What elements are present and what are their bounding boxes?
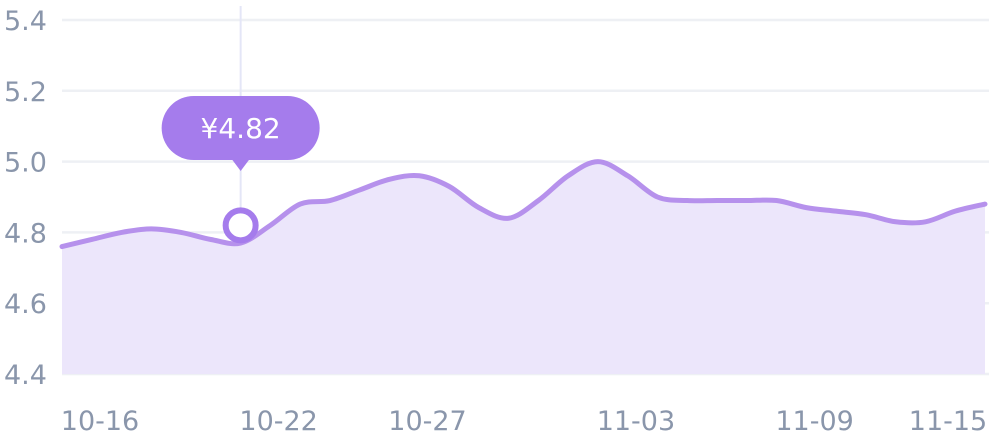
y-tick-label: 4.4 bbox=[4, 360, 47, 391]
y-tick-label: 4.8 bbox=[4, 218, 47, 249]
x-tick-label: 10-22 bbox=[239, 406, 317, 437]
x-axis-ticks: 10-16 10-22 10-27 11-03 11-09 11-15 bbox=[61, 406, 987, 437]
tooltip-pointer bbox=[231, 159, 250, 171]
x-tick-label: 10-16 bbox=[61, 406, 139, 437]
y-axis-ticks: 4.4 4.6 4.8 5.0 5.2 5.4 bbox=[4, 6, 47, 391]
y-tick-label: 5.4 bbox=[4, 6, 47, 37]
x-tick-label: 10-27 bbox=[388, 406, 466, 437]
y-tick-label: 5.0 bbox=[4, 148, 47, 179]
x-tick-label: 11-15 bbox=[909, 406, 987, 437]
y-tick-label: 5.2 bbox=[4, 77, 47, 108]
tooltip-label: ¥4.82 bbox=[201, 112, 281, 145]
tooltip-box bbox=[161, 96, 320, 160]
y-tick-label: 4.6 bbox=[4, 289, 47, 320]
highlight-marker[interactable] bbox=[222, 207, 259, 244]
price-line bbox=[59, 159, 988, 250]
x-tick-label: 11-09 bbox=[775, 406, 853, 437]
price-tooltip: ¥4.82 bbox=[161, 96, 320, 171]
price-area bbox=[62, 161, 985, 374]
x-tick-label: 11-03 bbox=[597, 406, 675, 437]
